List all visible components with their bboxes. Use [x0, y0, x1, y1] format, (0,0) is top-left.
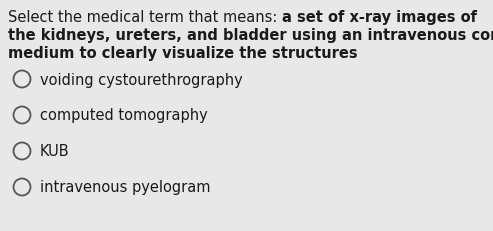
- Text: the kidneys, ureters, and bladder using an intravenous contrast: the kidneys, ureters, and bladder using …: [8, 28, 493, 43]
- Text: a set of x-ray images of: a set of x-ray images of: [282, 10, 477, 25]
- Text: computed tomography: computed tomography: [40, 108, 208, 123]
- Text: intravenous pyelogram: intravenous pyelogram: [40, 180, 211, 195]
- Text: medium to clearly visualize the structures: medium to clearly visualize the structur…: [8, 46, 357, 61]
- Text: KUB: KUB: [40, 144, 70, 159]
- Text: voiding cystourethrography: voiding cystourethrography: [40, 72, 243, 87]
- Text: Select the medical term that means:: Select the medical term that means:: [8, 10, 282, 25]
